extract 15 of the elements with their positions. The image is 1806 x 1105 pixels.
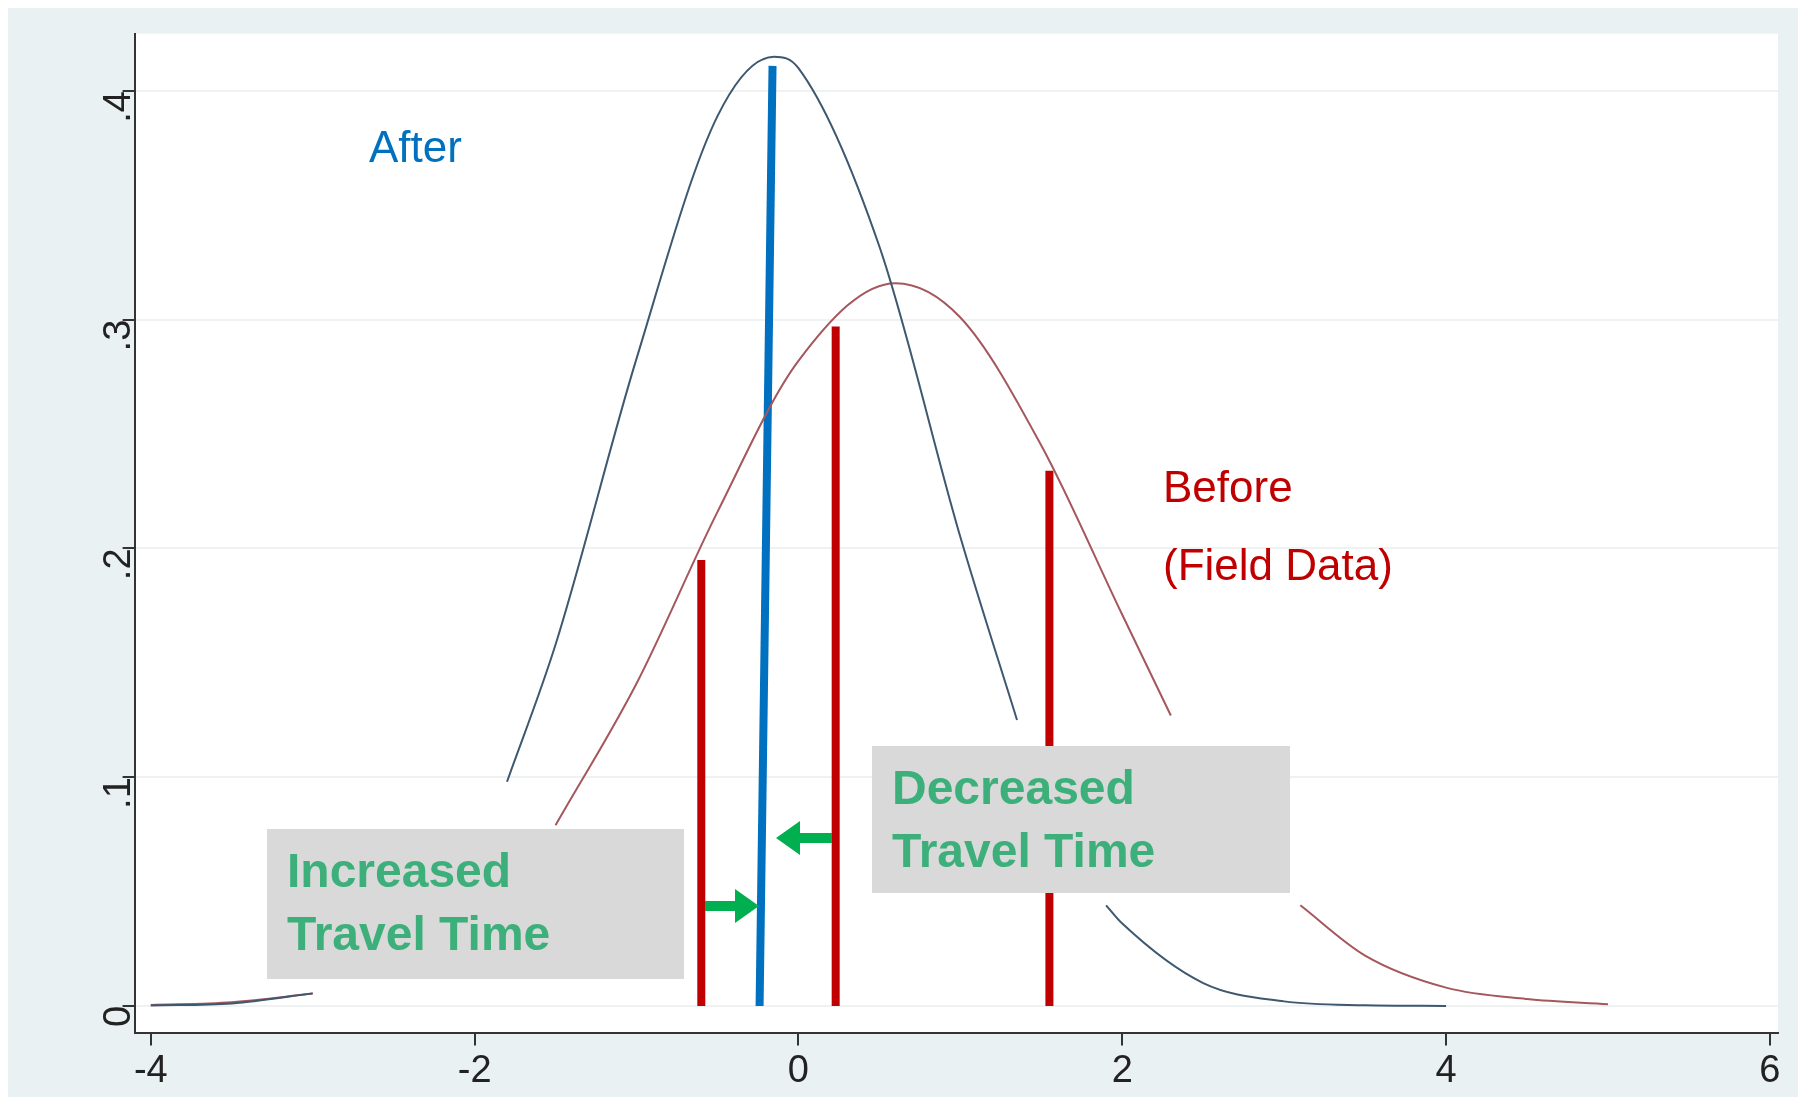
y-tick-label: .2 — [96, 548, 139, 581]
text-box: Increased Travel Time — [267, 829, 684, 979]
x-tick-label: 4 — [1435, 1047, 1457, 1090]
x-tick-label: -4 — [133, 1047, 168, 1090]
x-tick-label: -2 — [457, 1047, 492, 1090]
y-tick-label: .1 — [96, 777, 139, 809]
y-tick-label: 0 — [96, 1005, 139, 1028]
y-tick-label: .3 — [96, 319, 139, 352]
text-box: Decreased Travel Time — [872, 746, 1290, 893]
x-tick-label: 2 — [1111, 1047, 1133, 1090]
y-tick-label: .4 — [96, 90, 139, 123]
text: Before (Field Data) — [1163, 462, 1393, 590]
text: After — [369, 122, 462, 172]
x-tick-label: 6 — [1759, 1047, 1781, 1090]
x-tick-label: 0 — [787, 1047, 810, 1090]
